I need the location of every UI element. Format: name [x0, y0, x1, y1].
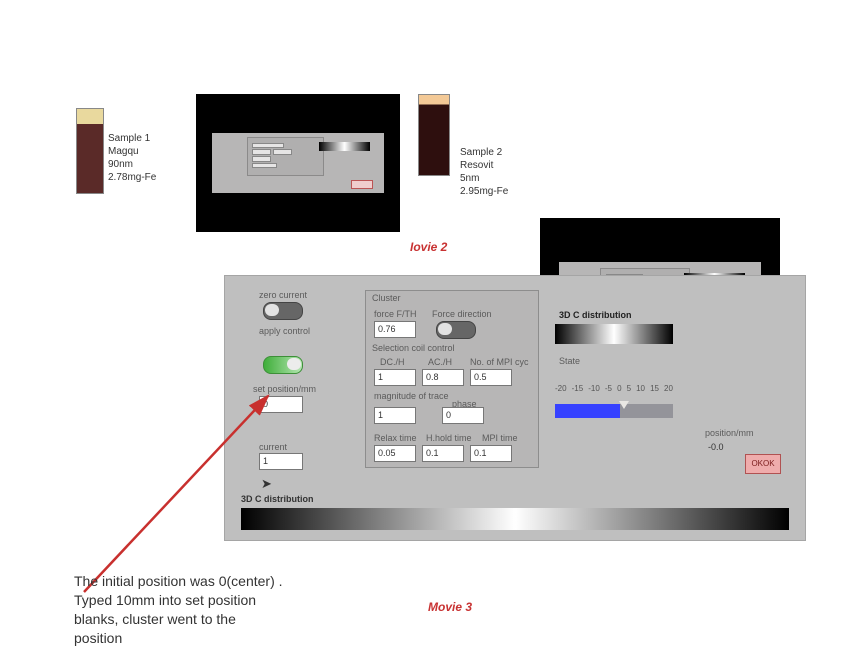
control-panel: zero current apply control set position/…	[224, 275, 806, 541]
sample1-l4: 2.78mg-Fe	[108, 171, 178, 184]
ok-button[interactable]: OKOK	[745, 454, 781, 474]
mag-label: magnitude of trace	[374, 391, 449, 401]
caption-l4: position	[74, 629, 364, 648]
sample1-l2: Magqu	[108, 145, 178, 158]
dist-title: 3D C distribution	[559, 310, 632, 320]
force-fth-input[interactable]: 0.76	[374, 321, 416, 338]
sample1-l1: Sample 1	[108, 132, 178, 145]
mpi-label: MPI time	[482, 433, 518, 443]
sample2-l3: 5nm	[460, 172, 530, 185]
nocyc-input[interactable]: 0.5	[470, 369, 512, 386]
apply-control-label: apply control	[259, 326, 310, 336]
caption-l1: The initial position was 0(center) .	[74, 572, 364, 591]
state-slider[interactable]	[555, 404, 673, 418]
mpi-input[interactable]: 0.1	[470, 445, 512, 462]
caption-l3: blanks, cluster went to the	[74, 610, 364, 629]
sample2-vial	[418, 94, 450, 176]
annotation-arrow-icon	[78, 356, 298, 598]
caption-l2: Typed 10mm into set position	[74, 591, 364, 610]
sample1-label: Sample 1 Magqu 90nm 2.78mg-Fe	[108, 132, 178, 184]
dist-gradient	[555, 324, 673, 344]
dc-label: DC./H	[380, 357, 405, 367]
dc-input[interactable]: 1	[374, 369, 416, 386]
selcoil-label: Selection coil control	[372, 343, 455, 353]
state-ticks: -20-15-10-505101520	[555, 384, 673, 393]
movie3-label: Movie 3	[428, 600, 472, 614]
ac-label: AC./H	[428, 357, 452, 367]
sample2-l1: Sample 2	[460, 146, 530, 159]
state-label: State	[559, 356, 580, 366]
hold-label: H.hold time	[426, 433, 472, 443]
caption-text: The initial position was 0(center) . Typ…	[74, 572, 364, 648]
hold-input[interactable]: 0.1	[422, 445, 464, 462]
sample2-l4: 2.95mg-Fe	[460, 185, 530, 198]
slider-thumb-icon	[619, 401, 629, 409]
relax-label: Relax time	[374, 433, 417, 443]
relax-input[interactable]: 0.05	[374, 445, 416, 462]
force-dir-toggle[interactable]	[436, 321, 476, 339]
force-fth-label: force F/TH	[374, 309, 417, 319]
posmm-label: position/mm	[705, 428, 754, 438]
sample1-l3: 90nm	[108, 158, 178, 171]
zero-current-label: zero current	[259, 290, 307, 300]
ac-input[interactable]: 0.8	[422, 369, 464, 386]
sample2-label: Sample 2 Resovit 5nm 2.95mg-Fe	[460, 146, 530, 198]
posmm-value: -0.0	[705, 440, 751, 455]
cluster-title: Cluster	[372, 293, 401, 303]
cluster-panel: Cluster force F/TH 0.76 Force direction …	[365, 290, 539, 468]
force-dir-label: Force direction	[432, 309, 492, 319]
movie2-label: Iovie 2	[410, 240, 447, 254]
footer-gradient	[241, 508, 789, 530]
zero-current-toggle[interactable]	[263, 302, 303, 320]
sample2-l2: Resovit	[460, 159, 530, 172]
nocyc-label: No. of MPI cyc	[470, 357, 529, 367]
phase-input[interactable]: 0	[442, 407, 484, 424]
mag-input[interactable]: 1	[374, 407, 416, 424]
screenshot-1	[196, 94, 400, 232]
sample1-vial	[76, 108, 104, 194]
